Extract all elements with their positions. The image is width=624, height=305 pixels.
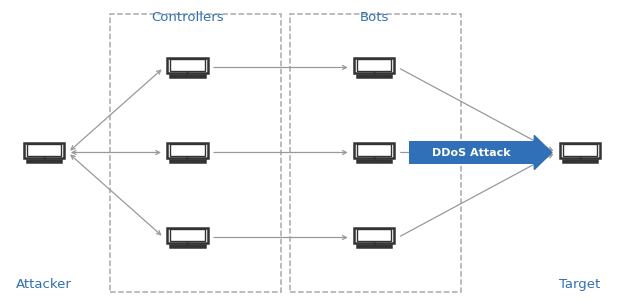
Text: Controllers: Controllers (151, 11, 224, 24)
Text: Bots: Bots (359, 11, 389, 24)
FancyBboxPatch shape (170, 75, 205, 77)
FancyBboxPatch shape (27, 160, 61, 163)
FancyBboxPatch shape (27, 144, 61, 156)
FancyBboxPatch shape (560, 142, 600, 158)
FancyBboxPatch shape (167, 142, 208, 158)
FancyBboxPatch shape (170, 59, 205, 71)
FancyBboxPatch shape (167, 58, 208, 73)
FancyBboxPatch shape (563, 144, 597, 156)
FancyBboxPatch shape (354, 228, 394, 243)
FancyBboxPatch shape (357, 59, 391, 71)
FancyBboxPatch shape (170, 246, 205, 247)
FancyBboxPatch shape (573, 161, 586, 162)
FancyBboxPatch shape (354, 58, 394, 73)
FancyBboxPatch shape (368, 161, 381, 162)
FancyBboxPatch shape (357, 160, 391, 163)
FancyBboxPatch shape (354, 142, 394, 158)
FancyBboxPatch shape (24, 142, 64, 158)
FancyBboxPatch shape (368, 76, 381, 77)
FancyBboxPatch shape (170, 229, 205, 241)
FancyBboxPatch shape (167, 228, 208, 243)
FancyBboxPatch shape (368, 246, 381, 247)
FancyBboxPatch shape (170, 144, 205, 156)
FancyBboxPatch shape (38, 161, 51, 162)
FancyBboxPatch shape (357, 144, 391, 156)
FancyBboxPatch shape (357, 75, 391, 77)
FancyBboxPatch shape (409, 141, 534, 164)
FancyBboxPatch shape (181, 76, 194, 77)
FancyBboxPatch shape (181, 161, 194, 162)
FancyBboxPatch shape (357, 246, 391, 247)
FancyBboxPatch shape (357, 229, 391, 241)
Text: Target: Target (559, 278, 600, 292)
FancyBboxPatch shape (170, 160, 205, 163)
Text: DDoS Attack: DDoS Attack (432, 148, 510, 157)
FancyBboxPatch shape (181, 246, 194, 247)
Polygon shape (534, 135, 552, 170)
FancyBboxPatch shape (563, 160, 597, 163)
Text: Attacker: Attacker (16, 278, 72, 292)
